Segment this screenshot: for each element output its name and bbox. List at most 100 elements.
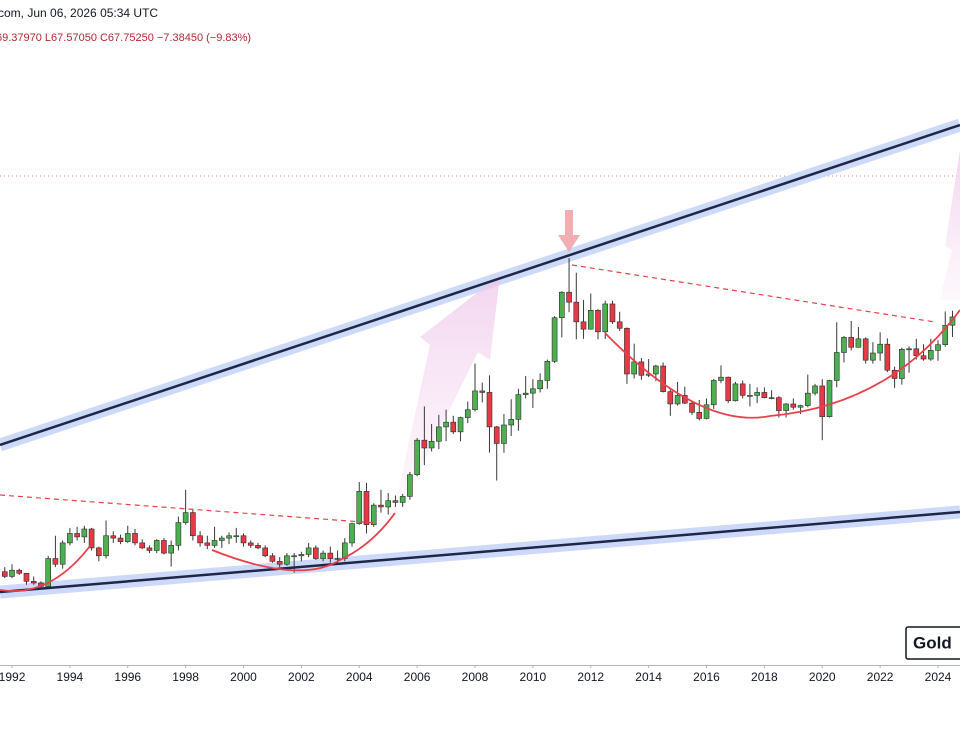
candle-body <box>103 535 109 557</box>
candle-body <box>139 542 146 549</box>
candle-body <box>59 542 66 565</box>
x-tick-label: 2022 <box>867 670 894 684</box>
x-tick-label: 2018 <box>751 670 778 684</box>
candle-body <box>537 380 543 390</box>
candle-body <box>667 391 674 405</box>
support-line <box>0 510 960 594</box>
candle-body <box>407 474 413 497</box>
candle-body <box>457 417 464 433</box>
candle-body <box>653 365 659 375</box>
candle-body <box>790 403 797 408</box>
x-tick-label: 1996 <box>114 670 141 684</box>
candle-body <box>472 390 478 411</box>
candle-body <box>696 411 703 419</box>
candle-body <box>153 540 160 551</box>
x-tick-label: 2020 <box>809 670 836 684</box>
candle-body <box>812 385 818 394</box>
candle-body <box>747 395 753 397</box>
candle-body <box>226 535 232 539</box>
candle-body <box>927 350 934 360</box>
cup-curve <box>0 545 91 592</box>
candle-body <box>96 547 102 557</box>
candle-body <box>327 552 334 559</box>
candle-body <box>168 545 174 554</box>
candle-body <box>349 523 355 544</box>
candle-body <box>74 533 80 538</box>
candle-body <box>486 392 493 428</box>
candle-body <box>732 383 739 402</box>
candle-body <box>754 392 760 396</box>
candle-body <box>88 528 95 549</box>
candle-body <box>783 403 789 411</box>
candle-body <box>247 542 254 546</box>
candle-body <box>761 392 768 398</box>
candle-body <box>870 352 876 361</box>
candle-body <box>81 528 88 538</box>
resistance-line <box>0 123 960 447</box>
candle-body <box>725 376 732 402</box>
candle-body <box>204 542 211 546</box>
x-tick-label: 2024 <box>925 670 952 684</box>
x-tick-label: 2014 <box>635 670 662 684</box>
x-tick-label: 1998 <box>172 670 199 684</box>
neckline <box>571 264 936 323</box>
x-tick-label: 2008 <box>462 670 489 684</box>
candle-body <box>161 540 167 554</box>
candle-body <box>414 439 420 476</box>
candle-body <box>776 397 782 411</box>
candle-body <box>378 504 384 508</box>
ohlc-readout: 69.37970 L67.57050 C67.75250 −7.38450 (−… <box>0 32 251 44</box>
x-tick-label: 2010 <box>520 670 547 684</box>
candle-body <box>182 512 189 523</box>
candle-body <box>313 547 319 559</box>
candle-body <box>450 421 457 433</box>
candle-body <box>479 390 486 393</box>
candle-body <box>219 537 225 541</box>
candle-body <box>884 343 891 371</box>
candle-body <box>906 348 912 351</box>
candle-body <box>320 552 326 559</box>
candle-body <box>211 540 218 546</box>
candle-body <box>392 500 399 503</box>
chart-title: com, Jun 06, 2026 05:34 UTC <box>0 6 158 20</box>
candle-body <box>298 554 305 557</box>
top-arrow <box>558 210 580 252</box>
candle-body <box>30 581 37 584</box>
x-tick-label: 2002 <box>288 670 315 684</box>
candle-body <box>117 537 124 542</box>
candle-body <box>826 380 833 417</box>
projection-arrow <box>380 275 500 500</box>
candle-body <box>515 394 522 420</box>
candle-body <box>9 569 15 577</box>
candle-body <box>132 533 138 544</box>
candle-body <box>255 545 261 549</box>
candle-body <box>935 344 941 351</box>
candle-body <box>710 380 717 406</box>
candle-body <box>660 365 666 392</box>
candle-body <box>942 324 949 346</box>
candle-body <box>587 309 594 330</box>
candle-body <box>428 440 435 449</box>
candle-body <box>370 504 377 525</box>
candle-body <box>522 392 529 395</box>
candle-body <box>833 352 840 381</box>
candle-body <box>443 421 449 428</box>
candle-body <box>240 535 247 544</box>
candle-body <box>175 522 182 546</box>
candle-body <box>848 337 854 348</box>
candle-body <box>913 348 920 357</box>
candle-body <box>559 291 565 319</box>
candle-body <box>566 291 572 303</box>
candle-body <box>436 426 442 442</box>
candle-body <box>855 338 862 348</box>
candle-body <box>291 555 297 558</box>
candle-body <box>262 547 269 557</box>
candle-body <box>23 572 30 582</box>
candle-body <box>819 385 826 417</box>
candle-body <box>804 392 811 406</box>
x-tick-label: 2004 <box>346 670 373 684</box>
symbol-box <box>905 626 960 660</box>
x-tick-label: 2016 <box>693 670 720 684</box>
candle-body <box>768 397 775 399</box>
